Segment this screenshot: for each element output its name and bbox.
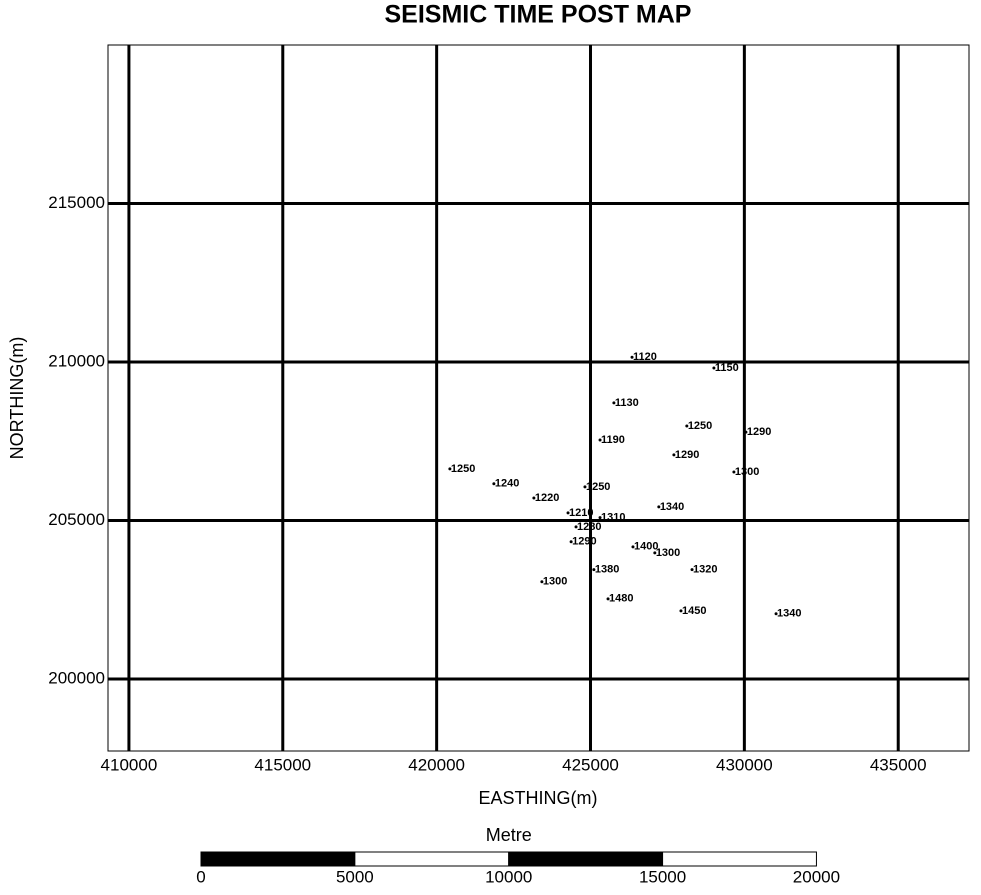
scale-bar-segment [508, 851, 664, 867]
point [712, 366, 716, 370]
scale-bar-label: 20000 [793, 867, 840, 886]
point-label: 1380 [595, 564, 619, 576]
point [598, 516, 602, 520]
x-tick-label: 420000 [408, 755, 465, 774]
y-tick-label: 215000 [48, 193, 105, 212]
point [532, 496, 536, 500]
point-label: 1400 [634, 541, 658, 553]
point [685, 424, 689, 428]
point [690, 568, 694, 572]
point [653, 551, 657, 555]
point-label: 1300 [543, 576, 567, 588]
x-tick-label: 425000 [562, 755, 619, 774]
scale-bar-label: 5000 [336, 867, 374, 886]
scale-bar-segment [662, 851, 817, 867]
point-label: 1250 [688, 420, 712, 432]
point [574, 525, 578, 529]
point-label: 1290 [747, 426, 771, 438]
point [657, 505, 661, 509]
point [592, 568, 596, 572]
point-label: 1300 [735, 466, 759, 478]
point [612, 401, 616, 405]
point [679, 609, 683, 613]
point [774, 612, 778, 616]
point [569, 540, 573, 544]
point-label: 1340 [660, 501, 684, 513]
point-label: 1290 [572, 536, 596, 548]
scale-bar-title: Metre [486, 825, 532, 845]
point-label: 1280 [577, 521, 601, 533]
point [583, 485, 587, 489]
point-label: 1250 [451, 463, 475, 475]
y-tick-label: 210000 [48, 352, 105, 371]
point-label: 1290 [675, 449, 699, 461]
x-axis-label: EASTHING(m) [479, 788, 598, 808]
point-label: 1250 [586, 481, 610, 493]
scale-bar-label: 10000 [485, 867, 532, 886]
scale-bar-segment [354, 851, 510, 867]
point [631, 545, 635, 549]
x-tick-label: 430000 [716, 755, 773, 774]
point [744, 430, 748, 434]
y-axis-label: NORTHING(m) [7, 337, 27, 460]
point [672, 453, 676, 457]
scale-bar-segment [200, 851, 356, 867]
point-label: 1450 [682, 605, 706, 617]
point-label: 1120 [633, 351, 657, 363]
point-label: 1480 [609, 593, 633, 605]
x-tick-label: 415000 [254, 755, 311, 774]
point [598, 438, 602, 442]
y-tick-label: 205000 [48, 510, 105, 529]
y-tick-label: 200000 [48, 669, 105, 688]
point [540, 580, 544, 584]
plot-frame [107, 44, 970, 752]
point-label: 1240 [495, 478, 519, 490]
point [630, 355, 634, 359]
point-label: 1210 [569, 507, 593, 519]
point [606, 597, 610, 601]
point [566, 511, 570, 515]
point-label: 1310 [601, 512, 625, 524]
chart-title: SEISMIC TIME POST MAP [385, 1, 692, 29]
point-label: 1320 [693, 564, 717, 576]
point-label: 1340 [777, 608, 801, 620]
point-label: 1130 [615, 397, 639, 409]
scale-bar-label: 15000 [639, 867, 686, 886]
point-label: 1220 [535, 492, 559, 504]
x-tick-label: 410000 [101, 755, 158, 774]
x-tick-label: 435000 [870, 755, 927, 774]
point-label: 1300 [656, 547, 680, 559]
point-label: 1190 [601, 434, 625, 446]
point [732, 470, 736, 474]
point-label: 1150 [715, 362, 739, 374]
point [448, 467, 452, 471]
point [492, 482, 496, 486]
scale-bar-label: 0 [196, 867, 205, 886]
